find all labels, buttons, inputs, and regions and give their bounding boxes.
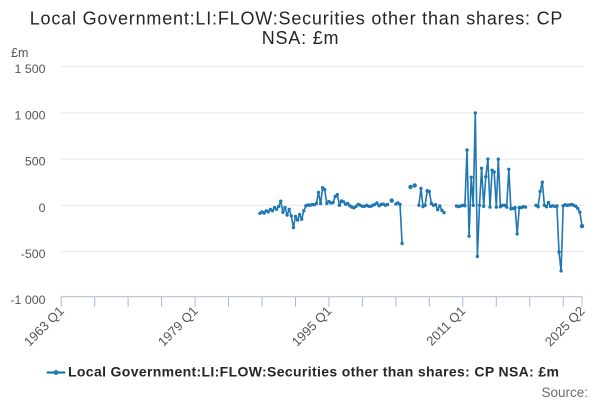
svg-text:500: 500 <box>25 155 46 169</box>
svg-text:0: 0 <box>39 201 46 215</box>
svg-text:1 500: 1 500 <box>14 62 45 76</box>
svg-text:1 000: 1 000 <box>14 108 45 122</box>
svg-text:-500: -500 <box>21 247 46 261</box>
svg-text:Source:: Source: <box>541 385 588 400</box>
svg-text:Local Government:LI:FLOW:Secur: Local Government:LI:FLOW:Securities othe… <box>30 8 564 28</box>
svg-text:-1 000: -1 000 <box>10 293 45 307</box>
svg-text:Local Government:LI:FLOW:Secur: Local Government:LI:FLOW:Securities othe… <box>68 364 559 380</box>
svg-text:NSA: £m: NSA: £m <box>262 28 340 48</box>
svg-text:£m: £m <box>11 46 28 60</box>
